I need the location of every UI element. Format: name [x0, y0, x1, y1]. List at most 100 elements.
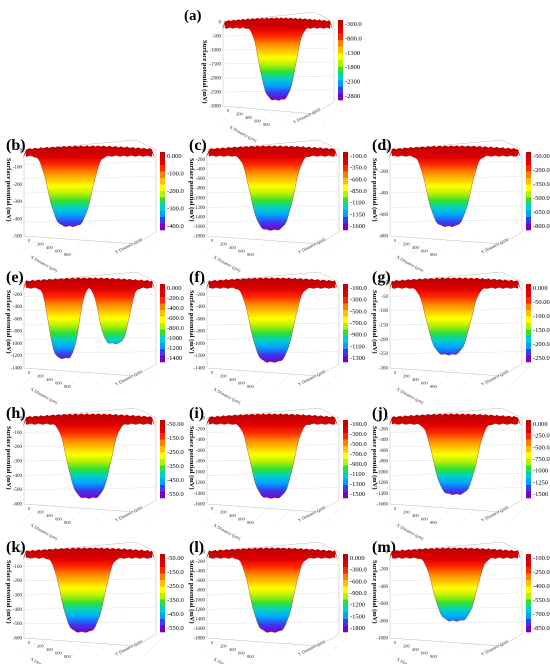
colorbar-segment	[526, 580, 531, 587]
panel-label-b: (b)	[6, 137, 26, 154]
colorbar-segment	[160, 336, 165, 343]
colorbar-tick-g: -100.0	[533, 313, 550, 320]
panel-label-a: (a)	[184, 8, 202, 24]
x-tick-e: 800	[64, 384, 72, 389]
colorbar-tick-c: -850.0	[350, 188, 367, 195]
z-tick-l: -1800	[193, 637, 205, 642]
z-tick-l: -600	[196, 579, 206, 584]
z-tick-j: -1000	[376, 470, 388, 475]
z-tick-l: -1200	[193, 608, 205, 613]
z-tick-k: -400	[13, 608, 23, 613]
colorbar-tick-j: -1500	[533, 491, 548, 498]
colorbar-tick-g: -200.0	[533, 341, 550, 348]
colorbar-segment	[343, 485, 348, 492]
ylabel-i: Surface potential (mV)	[188, 426, 195, 490]
panel-label-j: (j)	[372, 405, 388, 422]
panel-j: (j) 0 -200 -400 -600 -800 -1000 -1200 -1400 -1600…	[366, 398, 550, 541]
colorbar-segment	[160, 210, 165, 218]
x-tick-b: 0	[28, 238, 31, 243]
colorbar-segment	[526, 612, 531, 620]
colorbar-tick-h: -550.0	[167, 491, 184, 498]
colorbar-segment	[160, 355, 165, 363]
colorbar-segment	[343, 491, 348, 499]
colorbar-segment	[343, 459, 348, 466]
x-tick-h: 600	[55, 517, 63, 522]
z-tick-h: -500	[13, 488, 23, 493]
surface-rim-h	[23, 413, 155, 426]
z-tick-b: -500	[13, 235, 23, 240]
colorbar-tick-l: -1200	[350, 602, 365, 609]
ylabel-j: Surface potential (mV)	[371, 426, 378, 490]
colorbar-tick-b: -100.0	[167, 171, 184, 178]
ylabel-b: Surface potential (mV)	[5, 158, 12, 222]
colorbar-h	[160, 420, 165, 499]
colorbar-segment	[526, 290, 531, 298]
z-tick-a: -1000	[209, 49, 221, 54]
x-tick-e: 400	[46, 377, 54, 382]
surface-rim-l	[206, 547, 338, 560]
colorbar-tick-a: -800.0	[345, 35, 362, 42]
colorbar-segment	[343, 439, 348, 447]
z-tick-h: -200	[13, 445, 23, 450]
ylabel-f: Surface potential (mV)	[188, 290, 195, 354]
x-tick-e: 200	[37, 374, 45, 379]
x-tick-d: 800	[430, 252, 438, 257]
colorbar-segment	[343, 158, 348, 166]
surface-rim-d	[389, 145, 521, 158]
colorbar-tick-j: -250.0	[533, 433, 550, 440]
colorbar-tick-a: -1800	[345, 64, 360, 71]
colorbar-segment	[160, 478, 165, 486]
panel-label-h: (h)	[6, 405, 26, 422]
x-tick-h: 400	[46, 513, 54, 518]
z-tick-m: -800	[379, 619, 389, 624]
z-tick-j: 0	[386, 417, 389, 422]
z-tick-j: -1600	[376, 503, 388, 508]
x-tick-g: 400	[412, 377, 420, 382]
colorbar-j	[526, 420, 531, 499]
surface-rim-b	[23, 145, 155, 158]
surface-rim-e	[23, 277, 155, 290]
z-tick-j: -1200	[376, 481, 388, 486]
surface-l	[208, 550, 336, 633]
colorbar-tick-b: 0.000	[167, 153, 182, 160]
z-tick-j: -400	[379, 438, 389, 443]
z-tick-f: -400	[196, 305, 206, 310]
y-axis-name-k: Y Distance (μm)	[114, 638, 143, 657]
panel-label-c: (c)	[189, 137, 207, 154]
z-tick-j: -200	[379, 427, 389, 432]
surface-plot-i: (i)0-200-400-600-800-1000-1200-1400-1600…	[188, 405, 367, 541]
surface-j	[391, 416, 519, 496]
colorbar-tick-d: -650.0	[533, 209, 550, 216]
colorbar-tick-i: -700.0	[350, 451, 367, 458]
colorbar-segment	[160, 426, 165, 434]
colorbar-segment	[160, 349, 165, 356]
colorbar-tick-d: -800.0	[533, 223, 550, 230]
x-tick-i: 400	[229, 513, 237, 518]
z-tick-e: -600	[13, 317, 23, 322]
z-tick-c: -400	[196, 168, 206, 173]
y-axis-name-f: Y Distance (μm)	[297, 368, 326, 387]
colorbar-tick-c: -1350	[350, 211, 365, 218]
z-tick-m: -1000	[376, 637, 388, 642]
colorbar-segment	[526, 297, 531, 304]
ylabel-l: Surface potential (mV)	[188, 560, 195, 624]
colorbar-segment	[343, 210, 348, 218]
x-tick-g: 200	[403, 374, 411, 379]
colorbar-segment	[338, 26, 343, 34]
z-tick-i: -1200	[193, 481, 205, 486]
x-tick-d: 400	[412, 245, 420, 250]
x-tick-h: 0	[28, 506, 31, 511]
colorbar-segment	[160, 323, 165, 330]
colorbar-segment	[526, 316, 531, 324]
surface-rim-a	[222, 17, 333, 30]
colorbar-tick-d: -200.0	[533, 167, 550, 174]
colorbar-tick-m: -700.0	[533, 611, 550, 618]
y-axis-name-i: Y Distance (μm)	[297, 504, 326, 523]
x-tick-i: 0	[211, 506, 214, 511]
panel-label-k: (k)	[6, 539, 26, 556]
y-axis-name-e: Y Distance (μm)	[114, 368, 143, 387]
colorbar-segment	[160, 465, 165, 473]
x-tick-k: 0	[28, 640, 31, 645]
colorbar-segment	[160, 573, 165, 581]
